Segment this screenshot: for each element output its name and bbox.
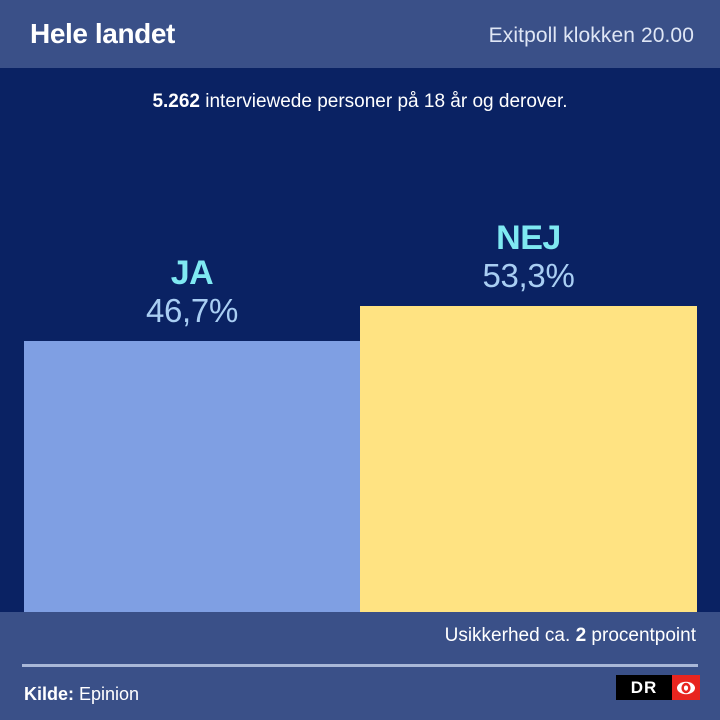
dr-eye-icon [672,675,700,700]
bar-label-group-ja: JA 46,7% [24,254,360,330]
uncertainty-suffix: procentpoint [586,625,696,646]
subtitle: 5.262 interviewede personer på 18 år og … [0,90,720,114]
chart-area: 5.262 interviewede personer på 18 år og … [0,68,720,612]
uncertainty-note: Usikkerhed ca. 2 procentpoint [445,624,696,648]
source-note: Kilde: Epinion [24,682,139,706]
bar-value-nej: 53,3% [482,257,575,294]
header-band: Hele landet Exitpoll klokken 20.00 [0,0,720,68]
bar-label-group-nej: NEJ 53,3% [360,219,697,295]
source-value: Epinion [74,684,140,704]
dr-logo-text: DR [630,677,658,697]
dr-logo: DR [616,675,700,700]
uncertainty-value: 2 [575,625,587,646]
bar-name-nej: NEJ [496,219,561,257]
footer-band: Usikkerhed ca. 2 procentpoint Kilde: Epi… [0,612,720,720]
bar-value-ja: 46,7% [145,292,239,329]
bar-nej [360,306,697,612]
uncertainty-prefix: Usikkerhed ca. [444,625,576,646]
bar-ja [24,341,360,612]
subtitle-rest: interviewede personer på 18 år og derove… [199,91,568,112]
page-title: Hele landet [30,18,175,49]
header-timestamp: Exitpoll klokken 20.00 [488,24,694,47]
footer-divider [22,664,698,667]
source-label: Kilde: [24,684,75,704]
respondent-count: 5.262 [152,91,200,112]
dr-logo-wordmark: DR [616,675,672,700]
bar-name-ja: JA [170,254,214,292]
